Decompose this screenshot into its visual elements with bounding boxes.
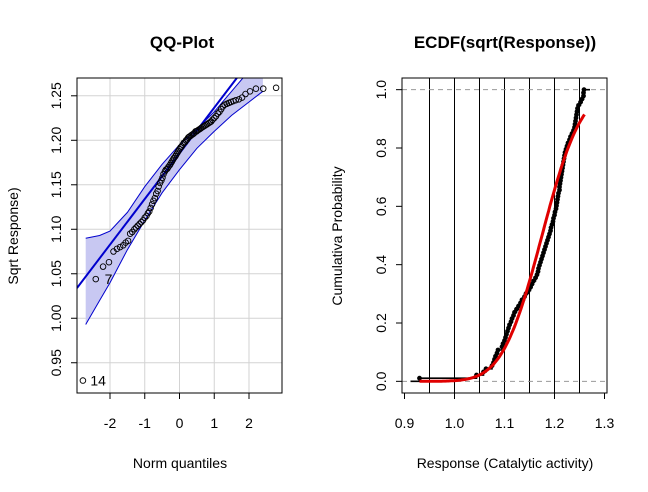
qq-point	[99, 263, 107, 270]
ecdf-y-tick-label: 1.0	[373, 80, 389, 100]
qq-point	[144, 210, 152, 217]
ecdf-x-axis-label: Response (Catalytic activity)	[417, 455, 594, 471]
qq-point-labels: 7 14	[90, 271, 112, 388]
ecdf-y-tick-label: 0.4	[373, 255, 389, 275]
ecdf-x-tick-label: 0.9	[395, 415, 415, 431]
qq-point	[214, 110, 221, 117]
ecdf-x-tick-label: 1.1	[495, 415, 515, 431]
qq-y-tick-label: 1.25	[48, 82, 64, 109]
qq-y-axis-label: Sqrt Response)	[5, 187, 21, 284]
qq-point	[259, 85, 267, 92]
ecdf-point	[417, 375, 422, 381]
ecdf-x-tick-label: 1.3	[595, 415, 615, 431]
qq-band-lower	[85, 90, 264, 325]
qq-point	[136, 220, 143, 228]
qq-point	[235, 96, 243, 103]
ecdf-step-line	[410, 88, 590, 383]
qq-point	[92, 275, 100, 283]
qq-point-label: 14	[90, 373, 106, 389]
ecdf-y-tick-label: 0.8	[373, 138, 389, 158]
qq-point	[272, 84, 280, 92]
qq-band-upper	[85, 78, 244, 239]
qq-point	[210, 114, 218, 122]
qq-point	[132, 224, 140, 231]
qq-x-axis: -2 -1 0 1 2	[104, 393, 253, 431]
qq-point	[151, 194, 159, 202]
ecdf-x-axis: 0.9 1.0 1.1 1.2 1.3	[395, 393, 615, 431]
qq-plot-panel: QQ-Plot 7 14 -2 -1 0 1 2 0.95 1.00 1.05 1.10 1.15…	[5, 33, 283, 471]
ecdf-y-tick-label: 0.2	[373, 313, 389, 333]
qq-y-axis: 0.95 1.00 1.05 1.10 1.15 1.20 1.25	[48, 82, 77, 376]
qq-x-tick-label: 2	[245, 415, 253, 431]
qq-point	[147, 204, 154, 212]
qq-point	[148, 201, 156, 208]
ecdf-panel: ECDF(sqrt(Response)) 0.9 1.0 1.1 1.2 1.3 0.0…	[329, 33, 614, 471]
qq-y-tick-label: 1.15	[48, 171, 64, 198]
qq-point	[238, 94, 246, 101]
qq-point	[124, 237, 132, 245]
qq-point	[209, 116, 216, 124]
normal-cdf-line	[419, 113, 586, 383]
qq-plot-title: QQ-Plot	[150, 33, 215, 52]
qq-point	[232, 96, 240, 104]
ecdf-y-axis: 0.0 0.2 0.4 0.6 0.8 1.0	[373, 80, 402, 391]
qq-point	[246, 88, 254, 95]
qq-y-tick-label: 1.20	[48, 126, 64, 153]
ecdf-y-tick-label: 0.6	[373, 196, 389, 216]
qq-y-tick-label: 1.00	[48, 304, 64, 331]
qq-point	[154, 187, 161, 195]
qq-band-fill	[85, 78, 263, 325]
qq-point	[134, 222, 142, 229]
qq-point	[105, 258, 113, 266]
ecdf-x-tick-label: 1.2	[545, 415, 565, 431]
qq-points	[79, 84, 280, 384]
qq-point-label: 7	[105, 271, 113, 287]
qq-x-tick-label: 1	[210, 415, 218, 431]
ecdf-y-tick-label: 0.0	[373, 371, 389, 391]
ecdf-series	[410, 87, 590, 383]
qq-point	[131, 226, 138, 233]
ecdf-y-axis-label: Cumulativa Probability	[329, 166, 345, 305]
qq-x-tick-label: -1	[139, 415, 152, 431]
qq-point	[141, 214, 149, 221]
ecdf-x-tick-label: 1.0	[445, 415, 465, 431]
qq-point	[159, 174, 166, 181]
ecdf-title: ECDF(sqrt(Response))	[414, 33, 596, 52]
qq-point	[252, 85, 260, 92]
qq-point	[126, 230, 134, 237]
qq-point	[146, 208, 153, 215]
qq-point	[138, 218, 145, 226]
qq-x-tick-label: -2	[104, 415, 117, 431]
qq-point	[113, 245, 121, 253]
qq-y-tick-label: 1.05	[48, 260, 64, 287]
qq-point	[116, 243, 124, 251]
qq-x-axis-label: Norm quantiles	[133, 455, 227, 471]
qq-point	[155, 183, 162, 190]
qq-y-tick-label: 1.10	[48, 215, 64, 242]
qq-x-tick-label: 0	[176, 415, 184, 431]
qq-y-tick-label: 0.95	[48, 349, 64, 376]
ecdf-point	[495, 347, 501, 353]
qq-confidence-band	[85, 78, 264, 325]
ecdf-point	[581, 87, 587, 93]
qq-point	[79, 377, 87, 384]
